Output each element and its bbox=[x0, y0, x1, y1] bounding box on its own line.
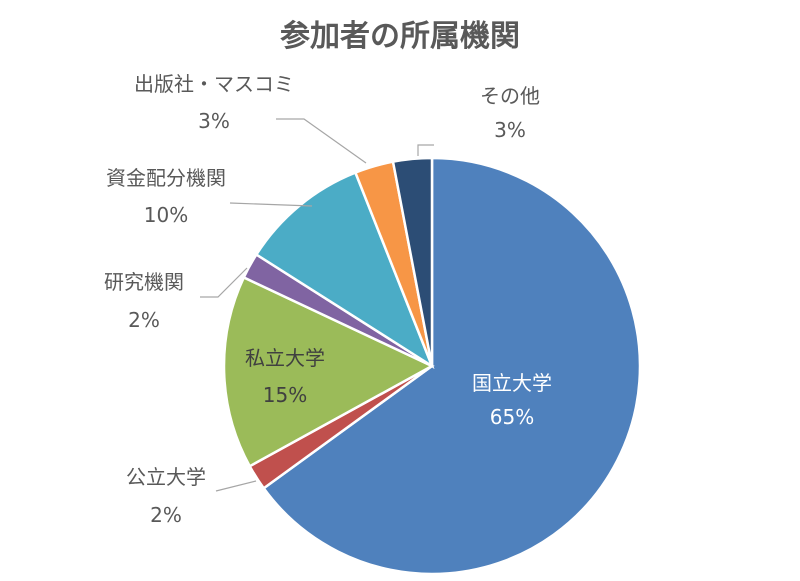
leader-line bbox=[417, 144, 434, 156]
slice-percent-label: 15% bbox=[263, 383, 307, 407]
slice-percent-label: 10% bbox=[144, 203, 188, 227]
pie-slice bbox=[391, 156, 434, 367]
leader-line bbox=[276, 118, 367, 164]
slice-labels: 国立大学 65% 公立大学 2% 私立大学 15% 研究機関 2% 資金配分機関 10% 出版社・マ… bbox=[104, 72, 552, 527]
slice-percent-label: 3% bbox=[494, 118, 526, 142]
slice-category-label: その他 bbox=[480, 84, 540, 108]
pie-slices bbox=[222, 156, 642, 576]
slice-percent-label: 2% bbox=[150, 503, 182, 527]
leader-lines bbox=[200, 118, 434, 492]
slice-percent-label: 3% bbox=[198, 109, 230, 133]
leader-line bbox=[215, 480, 257, 492]
slice-category-label: 国立大学 bbox=[472, 371, 552, 395]
pie-slice bbox=[222, 275, 435, 468]
slice-category-label: 公立大学 bbox=[126, 465, 206, 489]
slice-percent-label: 65% bbox=[490, 405, 534, 429]
leader-line bbox=[200, 267, 248, 298]
pie-slice bbox=[261, 156, 642, 576]
leader-line bbox=[229, 202, 313, 207]
slice-category-label: 出版社・マスコミ bbox=[134, 72, 294, 96]
slice-category-label: 私立大学 bbox=[245, 346, 325, 370]
slice-percent-label: 2% bbox=[128, 308, 160, 332]
chart-title: 参加者の所属機関 bbox=[280, 19, 520, 54]
slice-category-label: 資金配分機関 bbox=[106, 166, 226, 190]
slice-category-label: 研究機関 bbox=[104, 270, 184, 294]
